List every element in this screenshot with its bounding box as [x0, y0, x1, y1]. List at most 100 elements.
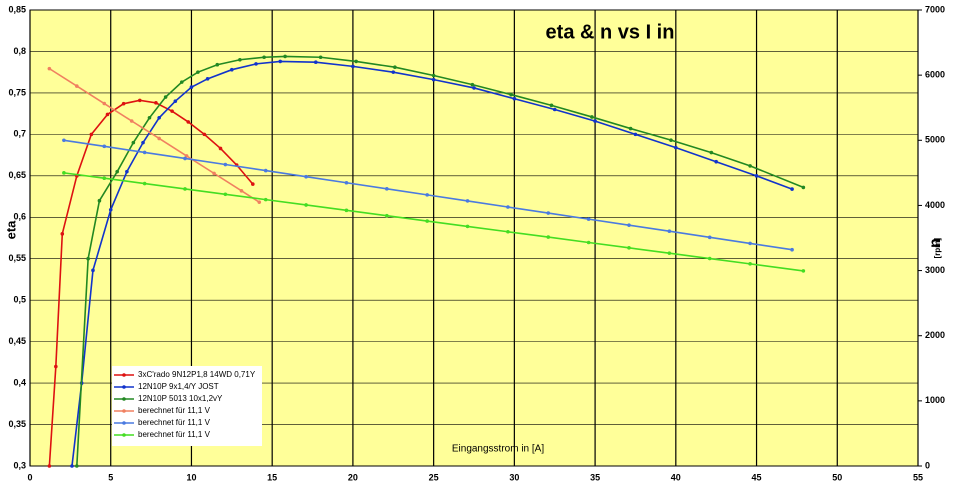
y-axis-label: eta [3, 220, 18, 240]
y-tick-label: 0,85 [8, 4, 26, 14]
y-tick-label: 0,8 [13, 46, 26, 56]
data-point [215, 62, 220, 67]
data-point [147, 115, 152, 120]
y-tick-label: 0,7 [13, 129, 26, 139]
legend-label: berechnet für 11,1 V [138, 418, 211, 427]
legend: 3xC'rado 9N12P1,8 14WD 0,71Y 12N10P 9x1,4… [112, 366, 262, 446]
y-tick-label: 0,6 [13, 212, 26, 222]
data-point [47, 66, 52, 71]
y2-tick-label: 7000 [925, 4, 945, 14]
data-point [669, 138, 673, 142]
data-point [546, 235, 551, 239]
data-point [62, 171, 66, 175]
data-point [304, 174, 308, 179]
data-point [790, 247, 794, 252]
y2-tick-label: 1000 [925, 395, 945, 405]
data-point [125, 169, 129, 174]
legend-box [112, 366, 262, 446]
data-point [509, 92, 513, 97]
data-point [251, 182, 255, 186]
data-point [627, 223, 631, 227]
data-point [512, 96, 517, 101]
data-point [223, 192, 228, 197]
data-point [549, 103, 554, 108]
data-point [748, 262, 752, 266]
x-tick-label: 20 [348, 472, 358, 482]
data-point [115, 169, 119, 174]
data-point [552, 107, 557, 112]
y2-tick-label: 3000 [925, 265, 945, 275]
data-point [593, 119, 597, 123]
data-point [189, 85, 194, 89]
y-tick-label: 0,35 [8, 419, 26, 429]
data-point [391, 70, 396, 74]
data-point [506, 229, 510, 234]
data-point [238, 57, 242, 62]
y2-axis-label: n [927, 238, 944, 248]
data-point [470, 82, 475, 87]
data-point [393, 65, 397, 70]
data-point [141, 140, 145, 145]
data-point [97, 198, 102, 203]
data-point [586, 240, 591, 245]
y-tick-label: 0,55 [8, 253, 26, 263]
data-point [142, 181, 147, 186]
data-point [75, 84, 79, 88]
y-tick-label: 0,5 [13, 295, 26, 305]
legend-marker [122, 385, 126, 389]
data-point [230, 67, 234, 72]
legend-label: berechnet für 11,1 V [138, 406, 211, 415]
data-point [628, 126, 633, 131]
x-tick-label: 50 [832, 472, 842, 482]
y-tick-label: 0,3 [13, 460, 26, 470]
data-point [154, 101, 158, 105]
data-point [196, 70, 200, 74]
data-point [102, 101, 107, 106]
x-tick-label: 55 [913, 472, 923, 482]
data-point [707, 256, 712, 261]
data-point [667, 251, 672, 255]
data-point [70, 464, 74, 468]
legend-label: 3xC'rado 9N12P1,8 14WD 0,71Y [138, 370, 256, 379]
x-axis-label: Eingangsstrom in [A] [452, 444, 544, 455]
data-point [465, 224, 470, 229]
x-tick-label: 30 [509, 472, 519, 482]
data-point [586, 217, 591, 221]
data-point [425, 219, 429, 223]
y-tick-label: 0,75 [8, 87, 26, 97]
data-point [472, 86, 476, 90]
x-tick-label: 10 [186, 472, 196, 482]
y-tick-label: 0,4 [13, 377, 26, 387]
data-point [62, 138, 66, 143]
data-point [202, 132, 207, 137]
data-point [183, 187, 187, 191]
data-point [344, 208, 349, 213]
data-point [75, 464, 79, 468]
data-point [801, 269, 806, 273]
data-point [91, 268, 95, 273]
data-point [263, 168, 268, 173]
data-point [170, 109, 174, 113]
data-point [173, 99, 178, 103]
x-tick-label: 35 [590, 472, 600, 482]
data-point [425, 193, 429, 197]
data-point [262, 55, 266, 60]
data-point [47, 464, 52, 468]
data-point [506, 205, 510, 209]
data-point [674, 145, 678, 150]
data-point [709, 150, 714, 155]
x-tick-label: 5 [108, 472, 113, 482]
y2-tick-label: 6000 [925, 70, 945, 80]
data-point [163, 95, 168, 99]
data-point [790, 187, 794, 191]
data-point [633, 132, 638, 137]
data-point [131, 140, 136, 145]
data-point [54, 364, 58, 369]
data-point [239, 189, 244, 193]
data-point [157, 115, 161, 120]
data-point [108, 208, 113, 212]
data-point [137, 98, 142, 103]
data-point [748, 164, 752, 168]
